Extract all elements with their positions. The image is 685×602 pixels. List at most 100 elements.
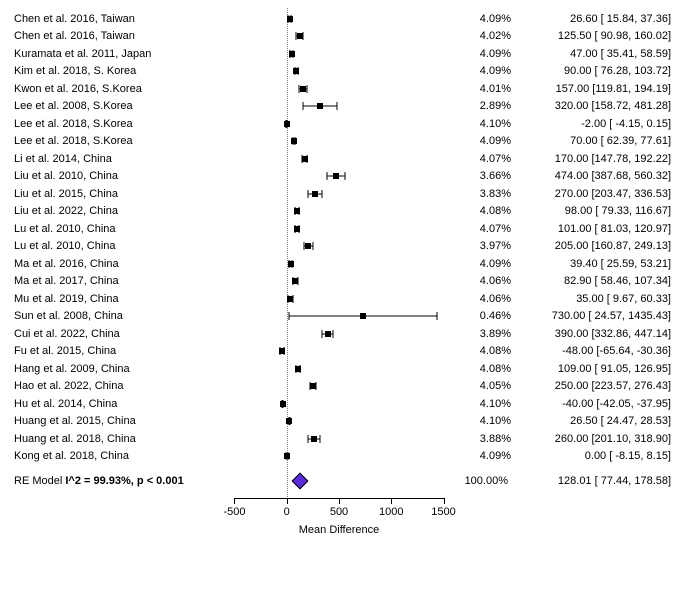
- study-stats: 0.46%730.00 [ 24.57, 1435.43]: [454, 310, 671, 322]
- x-axis: Mean Difference -500050010001500: [14, 496, 671, 542]
- study-plot-cell: [224, 203, 454, 221]
- study-row: Hao et al. 2022, China4.05%250.00 [223.5…: [14, 378, 671, 396]
- study-label: Kuramata et al. 2011, Japan: [14, 48, 224, 60]
- ci-upper-tick: [436, 312, 437, 320]
- study-label: Kwon et al. 2016, S.Korea: [14, 83, 224, 95]
- study-weight: 4.09%: [457, 13, 511, 25]
- study-weight: 4.06%: [457, 275, 511, 287]
- point-estimate-marker: [289, 51, 295, 57]
- study-weight: 3.88%: [457, 433, 511, 445]
- study-plot-cell: [224, 255, 454, 273]
- study-row: Chen et al. 2016, Taiwan 4.09%26.60 [ 15.…: [14, 10, 671, 28]
- study-weight: 4.08%: [457, 363, 511, 375]
- point-estimate-marker: [305, 243, 311, 249]
- study-label: Li et al. 2014, China: [14, 153, 224, 165]
- ci-upper-tick: [337, 102, 338, 110]
- point-estimate-marker: [284, 121, 290, 127]
- study-stats: 3.89%390.00 [332.86, 447.14]: [454, 328, 671, 340]
- re-model-text: RE Model: [14, 475, 65, 487]
- study-plot-cell: [224, 343, 454, 361]
- ci-lower-tick: [327, 172, 328, 180]
- study-weight: 4.09%: [457, 48, 511, 60]
- study-effect: 320.00 [158.72, 481.28]: [511, 100, 671, 112]
- study-label: Lee et al. 2018, S.Korea: [14, 135, 224, 147]
- study-plot-cell: [224, 80, 454, 98]
- study-weight: 4.09%: [457, 65, 511, 77]
- study-plot-cell: [224, 273, 454, 291]
- axis-tick-label: 0: [284, 506, 290, 518]
- study-row: Kong et al. 2018, China4.09%0.00 [ -8.15…: [14, 448, 671, 466]
- axis-tick-label: 500: [330, 506, 348, 518]
- ci-lower-tick: [303, 102, 304, 110]
- ci-upper-tick: [307, 85, 308, 93]
- study-row: Kuramata et al. 2011, Japan4.09%47.00 [ …: [14, 45, 671, 63]
- point-estimate-marker: [311, 436, 317, 442]
- point-estimate-marker: [294, 226, 300, 232]
- point-estimate-marker: [310, 383, 316, 389]
- study-effect: -48.00 [-65.64, -30.36]: [511, 345, 671, 357]
- study-row: Lee et al. 2018, S.Korea4.10%-2.00 [ -4.…: [14, 115, 671, 133]
- axis-tick-label: 1500: [431, 506, 455, 518]
- study-stats: 4.08%98.00 [ 79.33, 116.67]: [454, 205, 671, 217]
- study-label: Liu et al. 2015, China: [14, 188, 224, 200]
- study-plot-cell: [224, 378, 454, 396]
- study-stats: 4.09%26.60 [ 15.84, 37.36]: [454, 13, 671, 25]
- study-effect: 390.00 [332.86, 447.14]: [511, 328, 671, 340]
- study-stats: 4.09%39.40 [ 25.59, 53.21]: [454, 258, 671, 270]
- study-plot-cell: [224, 10, 454, 28]
- study-label: Chen et al. 2016, Taiwan: [14, 13, 224, 25]
- point-estimate-marker: [325, 331, 331, 337]
- study-effect: 125.50 [ 90.98, 160.02]: [511, 30, 671, 42]
- study-weight: 3.89%: [457, 328, 511, 340]
- point-estimate-marker: [297, 33, 303, 39]
- study-effect: 82.90 [ 58.46, 107.34]: [511, 275, 671, 287]
- study-weight: 4.09%: [457, 135, 511, 147]
- study-row: Liu et al. 2022, China 4.08%98.00 [ 79.33…: [14, 203, 671, 221]
- study-stats: 4.10%-2.00 [ -4.15, 0.15]: [454, 118, 671, 130]
- study-label: Liu et al. 2022, China: [14, 205, 224, 217]
- study-weight: 4.05%: [457, 380, 511, 392]
- study-effect: 474.00 [387.68, 560.32]: [511, 170, 671, 182]
- study-weight: 4.02%: [457, 30, 511, 42]
- study-label: Ma et al. 2016, China: [14, 258, 224, 270]
- study-label: Sun et al. 2008, China: [14, 310, 224, 322]
- point-estimate-marker: [312, 191, 318, 197]
- point-estimate-marker: [286, 418, 292, 424]
- study-plot-cell: [224, 290, 454, 308]
- point-estimate-marker: [288, 261, 294, 267]
- study-stats: 2.89%320.00 [158.72, 481.28]: [454, 100, 671, 112]
- summary-weight: 100.00%: [454, 475, 508, 487]
- ci-upper-tick: [312, 242, 313, 250]
- study-row: Huang et al. 2018, China3.88%260.00 [201…: [14, 430, 671, 448]
- ci-upper-tick: [320, 435, 321, 443]
- axis-tick-label: 1000: [379, 506, 403, 518]
- study-plot-cell: [224, 150, 454, 168]
- study-label: Liu et al. 2010, China: [14, 170, 224, 182]
- study-effect: -2.00 [ -4.15, 0.15]: [511, 118, 671, 130]
- study-stats: 3.66%474.00 [387.68, 560.32]: [454, 170, 671, 182]
- study-effect: 26.50 [ 24.47, 28.53]: [511, 415, 671, 427]
- point-estimate-marker: [360, 313, 366, 319]
- study-plot-cell: [224, 325, 454, 343]
- study-label: Ma et al. 2017, China: [14, 275, 224, 287]
- study-weight: 3.66%: [457, 170, 511, 182]
- study-effect: 39.40 [ 25.59, 53.21]: [511, 258, 671, 270]
- point-estimate-marker: [300, 86, 306, 92]
- study-stats: 4.07%170.00 [147.78, 192.22]: [454, 153, 671, 165]
- study-effect: -40.00 [-42.05, -37.95]: [511, 398, 671, 410]
- study-row: Liu et al. 2015, China3.83%270.00 [203.4…: [14, 185, 671, 203]
- summary-stats: 100.00% 128.01 [ 77.44, 178.58]: [454, 475, 671, 487]
- study-stats: 4.07%101.00 [ 81.03, 120.97]: [454, 223, 671, 235]
- study-stats: 4.05%250.00 [223.57, 276.43]: [454, 380, 671, 392]
- study-stats: 3.97%205.00 [160.87, 249.13]: [454, 240, 671, 252]
- study-effect: 730.00 [ 24.57, 1435.43]: [511, 310, 671, 322]
- study-weight: 4.09%: [457, 258, 511, 270]
- study-weight: 4.10%: [457, 398, 511, 410]
- study-label: Huang et al. 2015, China: [14, 415, 224, 427]
- study-plot-cell: [224, 360, 454, 378]
- study-plot-cell: [224, 238, 454, 256]
- study-plot-cell: [224, 28, 454, 46]
- point-estimate-marker: [293, 68, 299, 74]
- study-stats: 4.09%90.00 [ 76.28, 103.72]: [454, 65, 671, 77]
- study-weight: 2.89%: [457, 100, 511, 112]
